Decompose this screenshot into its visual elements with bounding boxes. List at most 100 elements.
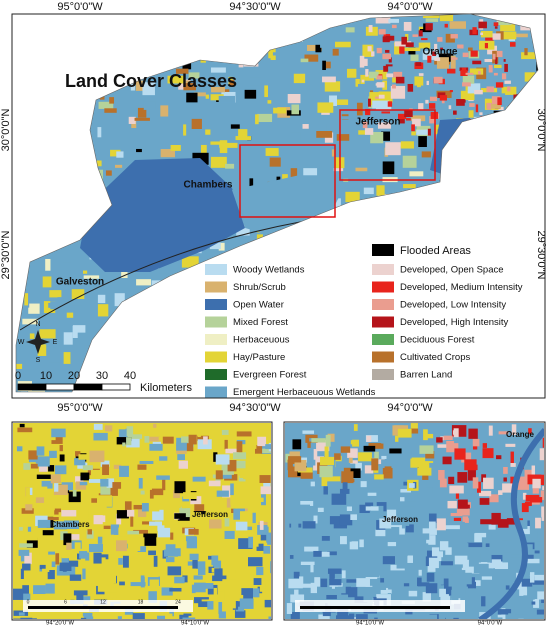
- inset-patch: [244, 579, 251, 584]
- urban-patch: [421, 38, 428, 41]
- inset-patch: [169, 548, 181, 557]
- inset-patch: [227, 460, 237, 472]
- legend-label: Mixed Forest: [233, 317, 288, 328]
- land-patch: [378, 186, 395, 195]
- inset-patch: [61, 510, 77, 517]
- inset-patch: [408, 483, 415, 488]
- urban-patch: [496, 50, 503, 58]
- inset-patch: [38, 430, 43, 440]
- inset-patch: [143, 533, 157, 538]
- inset-patch: [310, 563, 314, 573]
- inset-patch: [20, 568, 24, 580]
- inset-patch: [151, 488, 164, 496]
- inset-patch: [498, 431, 509, 435]
- inset-patch: [230, 483, 234, 496]
- inset-patch: [198, 601, 210, 608]
- legend-label: Cultivated Crops: [400, 352, 470, 363]
- inset-patch: [303, 585, 316, 595]
- inset-patch: [169, 587, 182, 592]
- inset-patch: [384, 466, 392, 473]
- inset-patch: [215, 454, 230, 465]
- inset-patch: [531, 465, 536, 477]
- land-patch: [334, 41, 351, 48]
- land-patch: [332, 48, 339, 56]
- inset-patch: [511, 424, 517, 435]
- urban-patch: [412, 118, 421, 127]
- inset-patch: [428, 614, 438, 619]
- inset-patch: [122, 555, 129, 568]
- land-patch: [480, 30, 493, 38]
- inset-scale-bar: [28, 606, 178, 609]
- inset-patch: [224, 518, 230, 527]
- inset-patch: [145, 441, 154, 445]
- longitude-label: 94°0'0"W: [387, 1, 433, 13]
- inset-map: [285, 423, 544, 619]
- inset-patch: [80, 472, 90, 481]
- scale-label: 40: [124, 370, 136, 382]
- inset-patch: [256, 566, 264, 576]
- inset-patch: [181, 436, 195, 448]
- urban-patch: [457, 44, 464, 49]
- inset-patch: [506, 518, 517, 525]
- inset-patch: [521, 578, 533, 587]
- urban-patch: [368, 25, 373, 33]
- urban-patch: [478, 21, 487, 29]
- land-patch: [357, 84, 375, 89]
- land-patch: [462, 75, 475, 84]
- urban-patch: [418, 30, 423, 37]
- inset-patch: [348, 468, 361, 478]
- inset-patch: [311, 438, 326, 443]
- inset-patch: [233, 452, 247, 460]
- inset-patch: [197, 567, 206, 575]
- inset-patch: [261, 470, 266, 477]
- inset-patch: [498, 490, 503, 495]
- inset-patch: [541, 506, 544, 517]
- urban-patch: [381, 111, 391, 114]
- land-patch: [395, 14, 403, 26]
- inset-patch: [495, 617, 503, 619]
- legend-swatch: [372, 264, 394, 275]
- urban-patch: [492, 33, 501, 40]
- urban-patch: [501, 73, 507, 80]
- inset-patch: [335, 461, 351, 469]
- inset-patch: [531, 601, 536, 605]
- land-patch: [394, 42, 401, 55]
- inset-patch: [462, 516, 469, 522]
- inset-patch: [372, 519, 378, 525]
- land-patch: [105, 170, 112, 176]
- inset-patch: [301, 583, 317, 588]
- urban-patch: [362, 121, 368, 129]
- scale-label: 30: [96, 370, 108, 382]
- inset-patch: [118, 428, 129, 438]
- longitude-label: 94°0'0"W: [387, 402, 433, 414]
- inset-patch: [40, 426, 46, 439]
- land-patch: [445, 33, 455, 43]
- inset-patch: [76, 590, 84, 602]
- land-patch: [236, 226, 250, 236]
- urban-patch: [418, 73, 424, 76]
- inset-patch: [383, 514, 389, 523]
- inset-patch: [116, 540, 127, 552]
- inset-patch: [404, 519, 410, 526]
- land-patch: [402, 155, 417, 168]
- land-outline: [15, 13, 539, 393]
- land-patch: [98, 173, 111, 180]
- legend-swatch: [205, 386, 227, 398]
- land-patch: [323, 61, 331, 69]
- land-patch: [289, 132, 301, 142]
- inset-patch: [118, 527, 128, 537]
- inset-patch: [264, 599, 271, 608]
- land-patch: [49, 290, 62, 298]
- land-patch: [210, 141, 226, 148]
- inset-patch: [51, 561, 56, 568]
- inset-patch: [126, 426, 134, 437]
- inset-patch: [186, 536, 198, 549]
- inset-patch: [194, 597, 209, 604]
- land-patch: [369, 71, 379, 79]
- north-arrow: [26, 330, 50, 354]
- inset-patch: [410, 428, 419, 434]
- inset-patch: [450, 513, 463, 517]
- inset-patch: [382, 556, 395, 565]
- inset-patch: [374, 617, 378, 619]
- inset-patch: [254, 444, 263, 454]
